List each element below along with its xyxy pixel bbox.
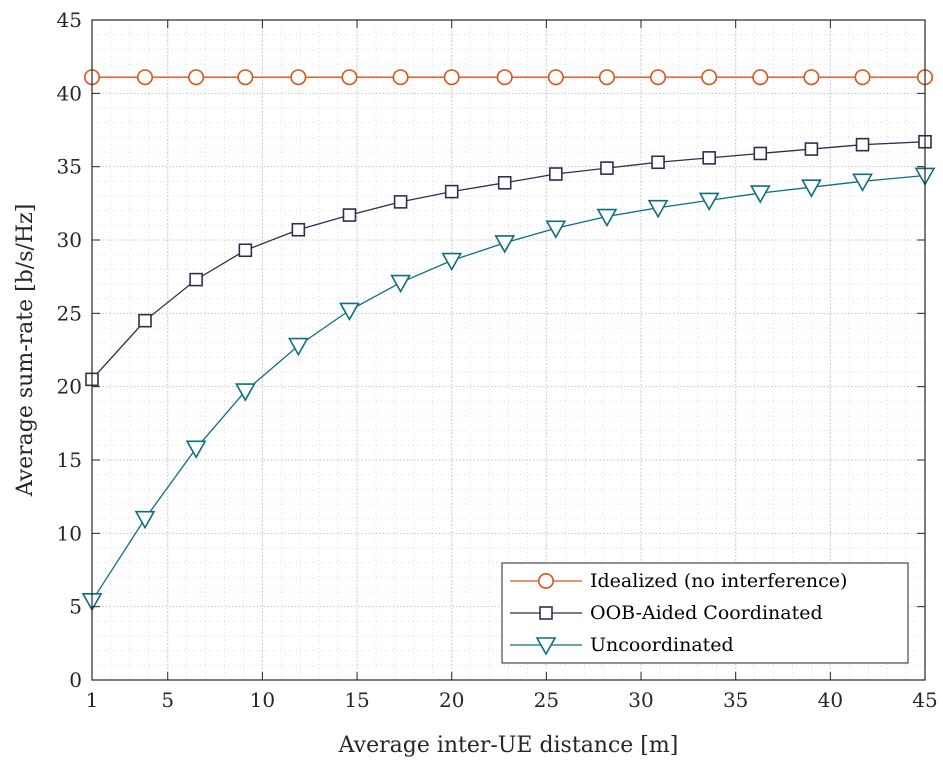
legend-marker — [535, 637, 557, 656]
data-point — [134, 510, 156, 530]
data-point — [392, 69, 409, 86]
data-point — [702, 151, 716, 165]
data-point — [188, 69, 205, 86]
data-point — [444, 184, 459, 199]
data-point — [547, 69, 564, 86]
legend-item-1: Idealized (no interference) — [510, 570, 847, 592]
data-point — [287, 337, 309, 357]
data-point — [341, 69, 358, 86]
data-point — [647, 199, 669, 219]
y-axis-label: Average sum-rate [b/s/Hz] — [13, 204, 38, 498]
data-point — [291, 222, 306, 237]
x-tick-label: 40 — [818, 688, 843, 712]
data-point — [393, 195, 408, 209]
legend-label: OOB-Aided Coordinated — [590, 602, 823, 624]
data-point — [234, 383, 256, 402]
y-tick-label: 45 — [57, 8, 82, 32]
data-point — [238, 243, 253, 258]
y-tick-label: 20 — [57, 375, 82, 399]
x-tick-label: 15 — [344, 688, 369, 712]
data-point — [854, 69, 871, 86]
x-axis-label: Average inter-UE distance [m] — [338, 733, 679, 758]
data-point — [650, 69, 667, 86]
data-point — [496, 69, 513, 86]
x-tick-label: 25 — [534, 688, 559, 712]
legend-label: Idealized (no interference) — [590, 570, 847, 592]
data-point — [545, 220, 567, 239]
x-tick-label: 10 — [250, 688, 275, 712]
legend-item-2: OOB-Aided Coordinated — [510, 602, 823, 624]
legend-marker — [539, 606, 553, 620]
data-point — [443, 69, 460, 86]
data-point — [290, 69, 307, 86]
x-tick-label: 20 — [439, 688, 464, 712]
data-point — [803, 69, 820, 86]
data-point — [237, 69, 254, 86]
data-point — [855, 137, 870, 152]
y-tick-label: 5 — [69, 595, 82, 619]
data-point — [497, 176, 512, 190]
legend: Idealized (no interference) OOB-Aided Coo… — [501, 562, 909, 664]
data-point — [801, 179, 822, 198]
data-point — [549, 167, 563, 181]
y-tick-label: 40 — [57, 81, 82, 105]
legend-label: Uncoordinated — [590, 634, 734, 656]
data-point — [494, 235, 516, 254]
data-point — [749, 185, 771, 204]
data-point — [185, 440, 207, 459]
y-tick-label: 35 — [57, 155, 82, 179]
y-tick-label: 30 — [57, 228, 82, 252]
data-point — [651, 155, 665, 170]
x-tick-label: 30 — [628, 688, 653, 712]
series-layer — [81, 69, 936, 612]
legend-item-3: Uncoordinated — [510, 634, 734, 656]
data-point — [852, 173, 873, 192]
y-tick-label: 25 — [57, 301, 82, 325]
data-point — [753, 146, 768, 161]
data-point — [804, 142, 819, 156]
data-point — [189, 272, 203, 287]
data-point — [752, 69, 769, 86]
data-point — [698, 192, 720, 212]
data-point — [390, 274, 411, 294]
data-point — [137, 69, 154, 86]
data-point — [342, 208, 357, 222]
data-point — [701, 69, 718, 86]
y-tick-label: 15 — [57, 448, 82, 472]
series-1 — [84, 69, 933, 86]
axes-box — [91, 19, 926, 681]
x-tick-label: 5 — [161, 688, 174, 712]
x-tick-label: 35 — [723, 688, 748, 712]
data-point — [596, 208, 618, 228]
data-point — [339, 302, 360, 322]
data-point — [138, 313, 152, 328]
x-tick-label: 45 — [912, 688, 937, 712]
data-point — [598, 69, 615, 86]
x-tick-label: 1 — [86, 688, 99, 712]
data-point — [600, 161, 614, 175]
legend-marker — [537, 572, 554, 589]
data-point — [441, 252, 463, 272]
y-tick-label: 0 — [69, 668, 82, 692]
axes — [91, 19, 926, 681]
y-tick-label: 10 — [57, 521, 82, 545]
